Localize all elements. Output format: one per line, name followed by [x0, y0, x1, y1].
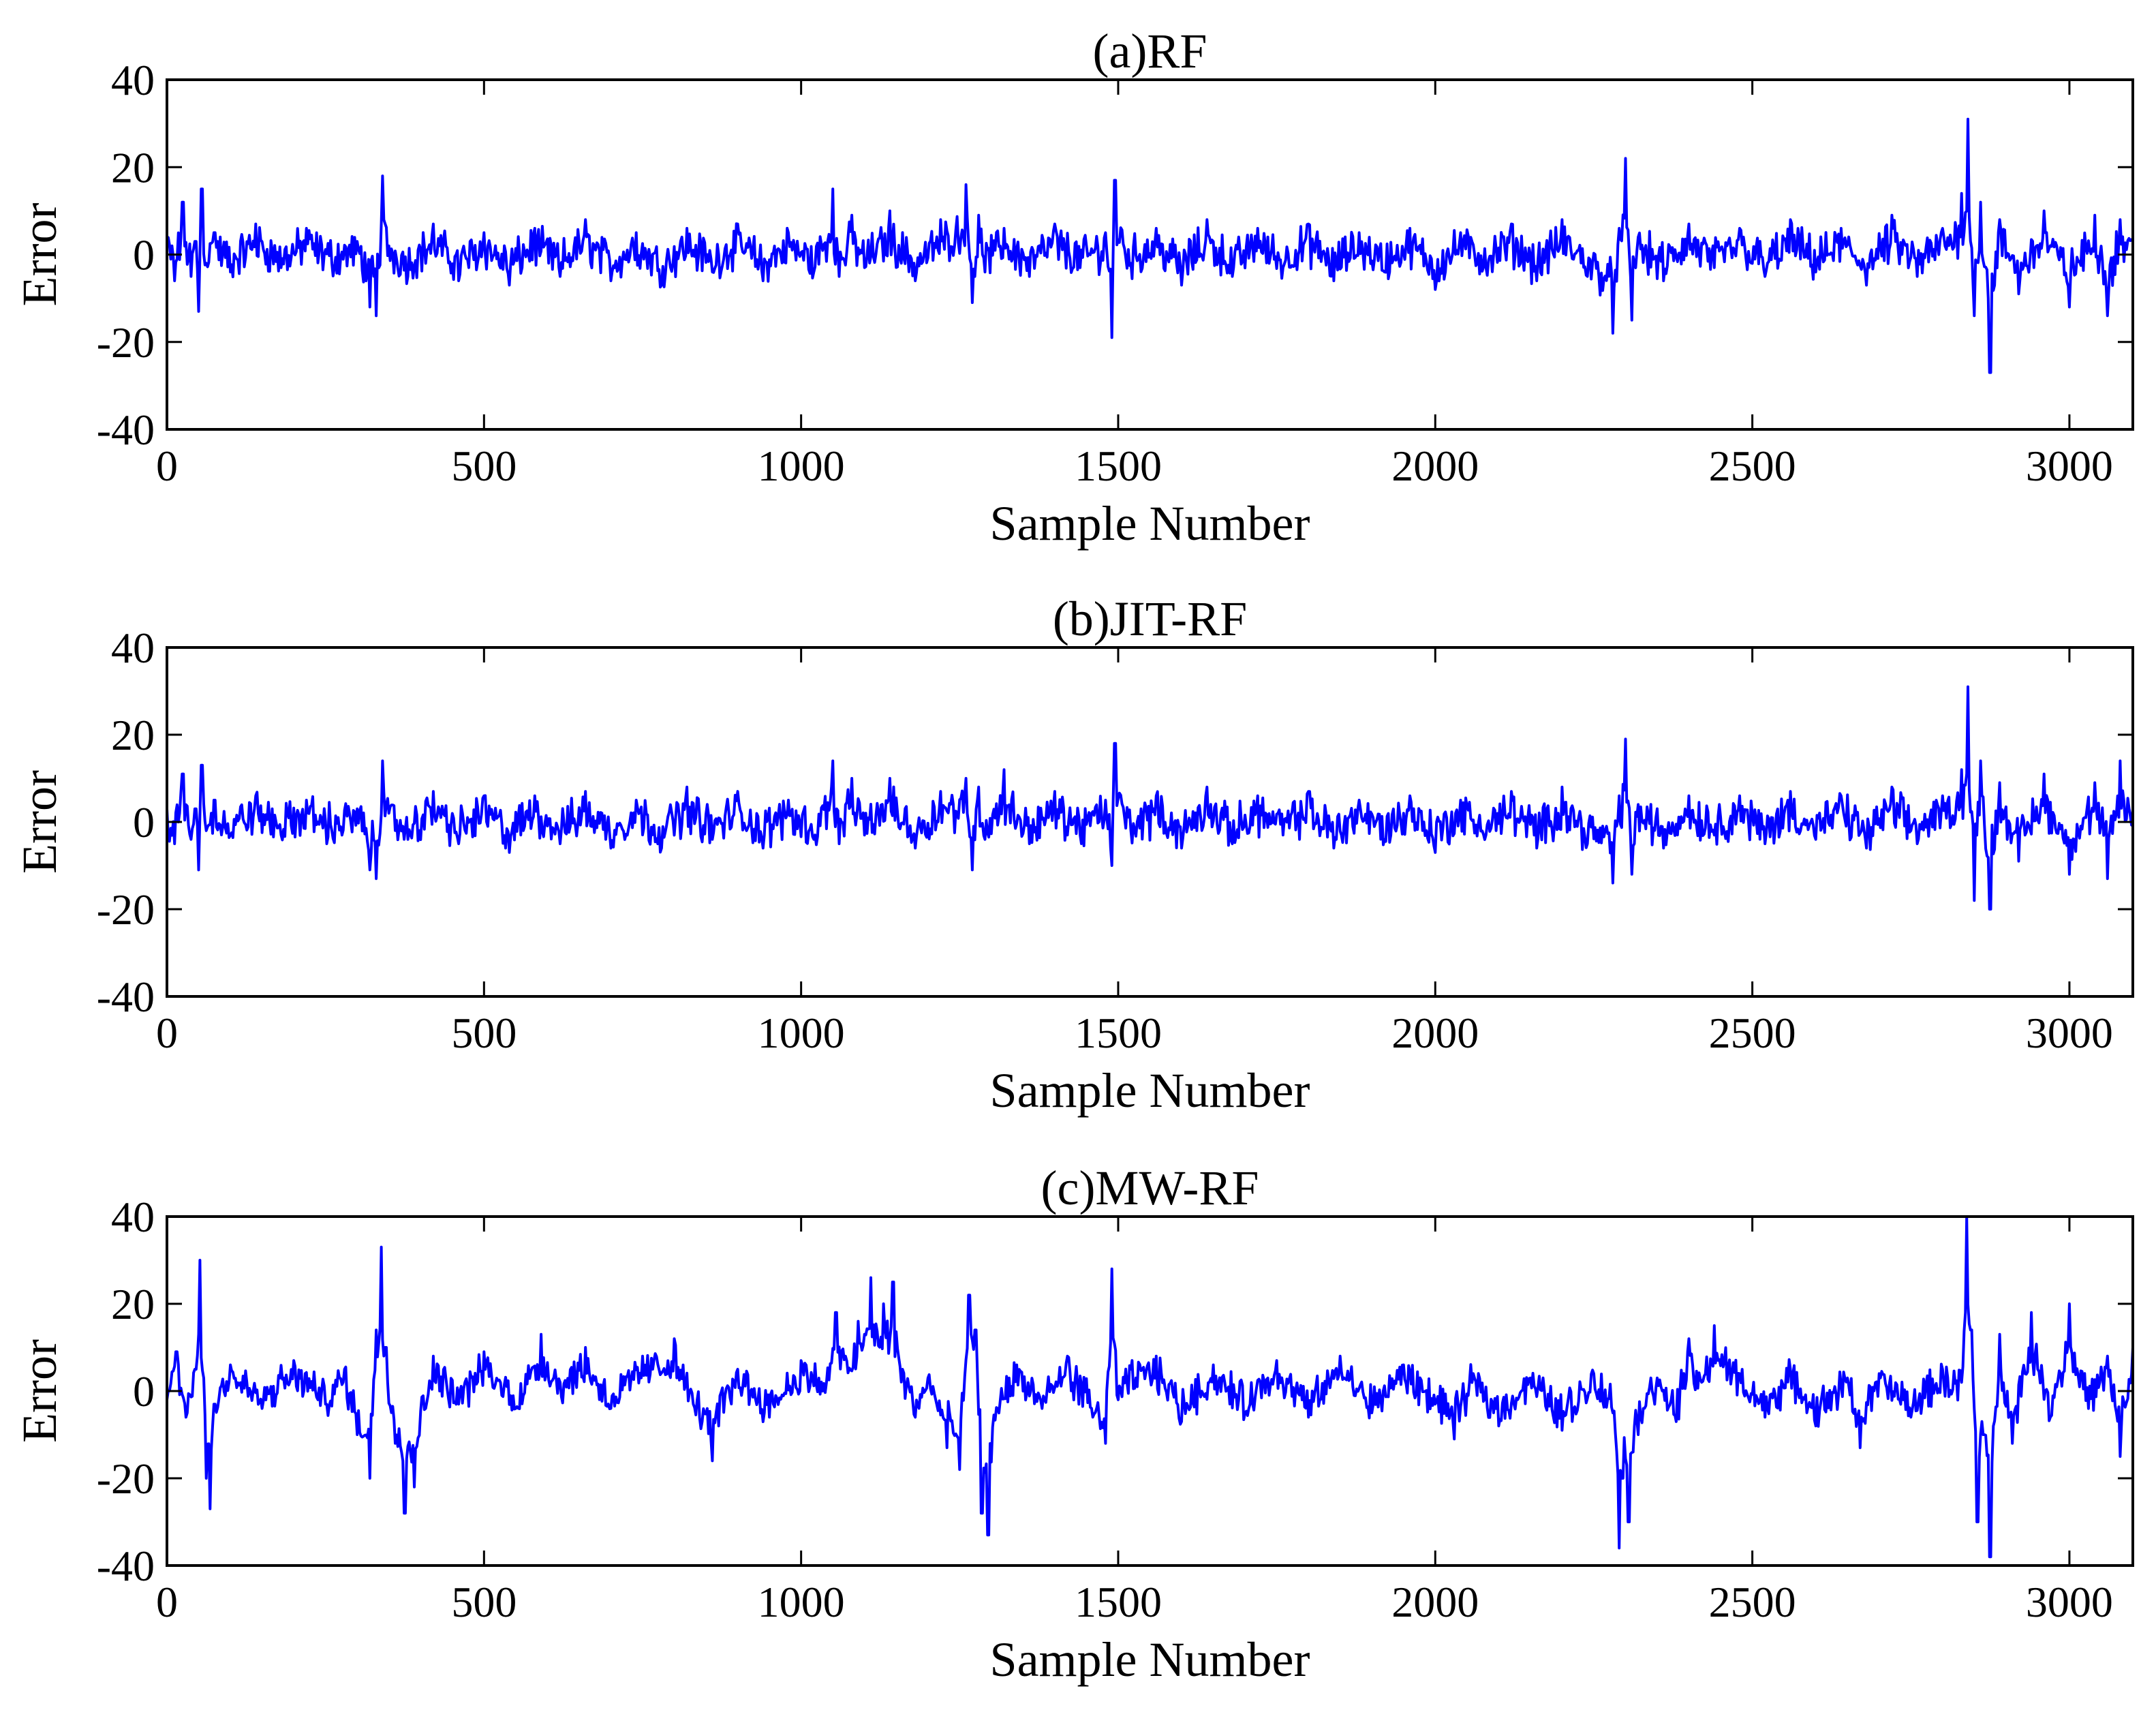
x-tick-label: 500	[451, 1578, 517, 1626]
y-tick-label: 0	[133, 1367, 155, 1416]
x-tick-label: 2000	[1391, 1009, 1479, 1057]
y-tick-label: -20	[97, 1454, 155, 1503]
x-tick-label: 3000	[2026, 1578, 2113, 1626]
x-tick-label: 500	[451, 442, 517, 490]
y-tick-label: -40	[97, 406, 155, 454]
y-tick-label: 20	[111, 711, 155, 759]
x-tick-label: 0	[156, 1009, 178, 1057]
y-tick-label: 0	[133, 798, 155, 846]
x-tick-label: 1500	[1075, 442, 1162, 490]
error-series-line	[166, 117, 2134, 374]
y-tick-label: -40	[97, 1542, 155, 1590]
x-tick-label: 1000	[758, 1578, 845, 1626]
error-series-line	[166, 685, 2134, 911]
x-tick-label: 2500	[1709, 1578, 1796, 1626]
y-tick-label: 40	[111, 624, 155, 672]
y-tick-label: 20	[111, 1280, 155, 1328]
y-tick-label: 40	[111, 56, 155, 104]
y-tick-label: 20	[111, 143, 155, 192]
chart-title: (b)JIT-RF	[1053, 592, 1247, 646]
x-tick-label: 2500	[1709, 1009, 1796, 1057]
y-tick-label: 40	[111, 1193, 155, 1241]
y-axis-label: Error	[12, 770, 67, 874]
x-tick-label: 3000	[2026, 442, 2113, 490]
x-tick-label: 0	[156, 442, 178, 490]
y-tick-label: -20	[97, 885, 155, 934]
x-tick-label: 1500	[1075, 1009, 1162, 1057]
x-tick-label: 0	[156, 1578, 178, 1626]
x-tick-label: 1000	[758, 442, 845, 490]
chart-panel-b: 0 500 1000 1500 2000 2500 3000 40 20 0 -20 -40 (b)JI…	[12, 592, 2134, 1118]
error-series-line	[166, 1215, 2134, 1559]
x-tick-label: 1000	[758, 1009, 845, 1057]
x-axis-label: Sample Number	[990, 496, 1310, 551]
chart-panel-c: 0 500 1000 1500 2000 2500 3000 40 20 0 -20 -40 (c)MW…	[12, 1161, 2134, 1687]
x-axis-label: Sample Number	[990, 1063, 1310, 1118]
chart-panel-a: 0 500 1000 1500 2000 2500 3000 40 20 0 -20 -40 (a)RF…	[12, 24, 2134, 551]
x-tick-label: 2000	[1391, 442, 1479, 490]
x-axis-label: Sample Number	[990, 1632, 1310, 1687]
x-tick-label: 2500	[1709, 442, 1796, 490]
y-tick-label: -20	[97, 318, 155, 367]
y-axis-label: Error	[12, 1339, 67, 1443]
x-tick-label: 2000	[1391, 1578, 1479, 1626]
chart-title: (c)MW-RF	[1041, 1161, 1259, 1215]
chart-title: (a)RF	[1093, 24, 1207, 78]
y-tick-label: 0	[133, 231, 155, 279]
x-tick-label: 3000	[2026, 1009, 2113, 1057]
x-tick-label: 1500	[1075, 1578, 1162, 1626]
y-tick-label: -40	[97, 973, 155, 1021]
y-axis-label: Error	[12, 203, 67, 307]
x-tick-label: 500	[451, 1009, 517, 1057]
